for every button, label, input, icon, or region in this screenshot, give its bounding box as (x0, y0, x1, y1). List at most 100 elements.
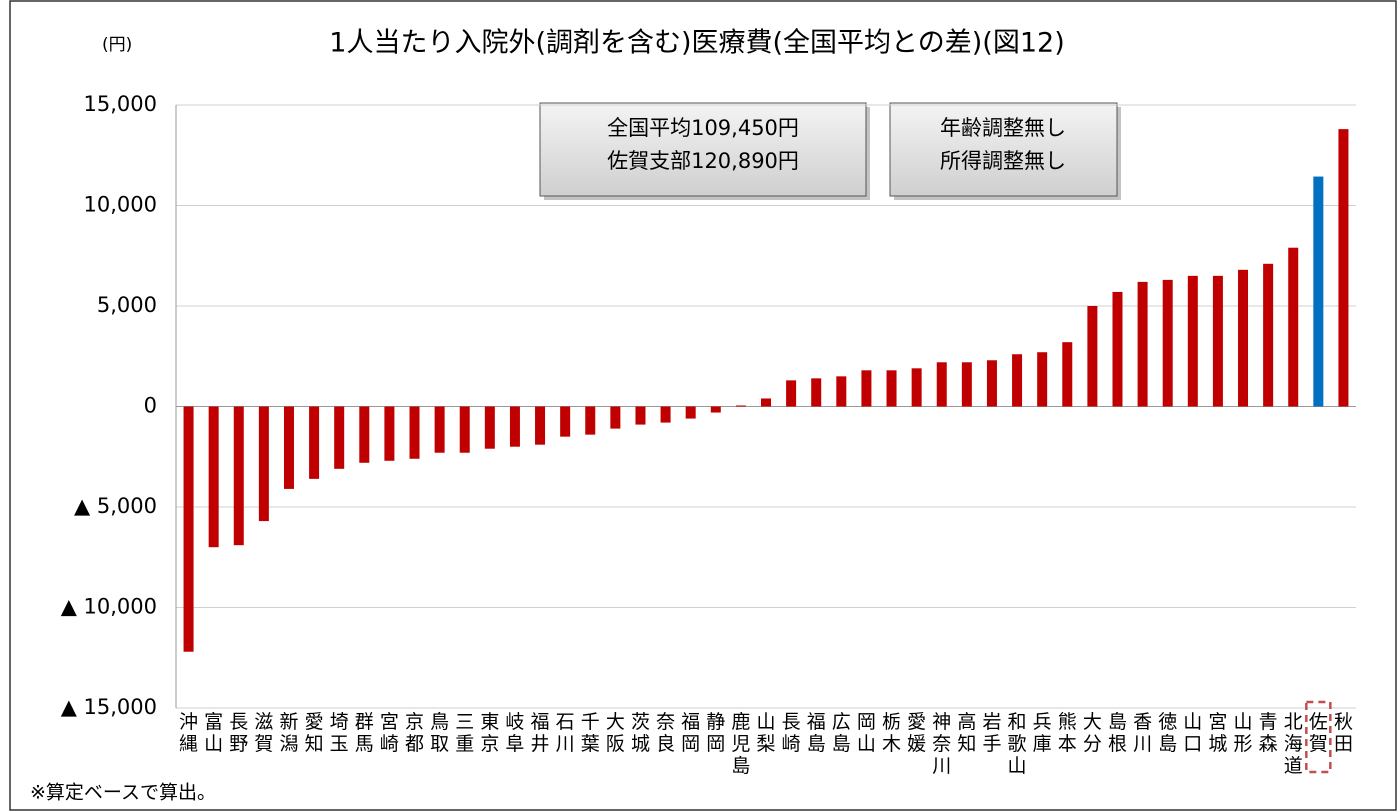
bar (359, 406, 370, 463)
x-tick-label: 岡山 (857, 711, 876, 755)
x-tick-label: 京都 (405, 711, 424, 755)
y-tick-label: ▲ 5,000 (74, 494, 157, 518)
chart-title: 1人当たり入院外(調剤を含む)医療費(全国平均との差)(図12) (329, 28, 1064, 59)
x-tick-label: 山形 (1234, 711, 1253, 755)
bar (936, 362, 947, 407)
x-tick-label: 鳥取 (430, 711, 449, 755)
x-tick-label: 長崎 (782, 711, 801, 755)
y-tick-label: ▲ 10,000 (61, 595, 157, 619)
bar (208, 406, 219, 548)
bar (1288, 247, 1299, 407)
x-tick-label: 埼玉 (330, 711, 349, 755)
bar (660, 406, 671, 423)
x-tick-label: 宮崎 (380, 711, 399, 755)
bar (1263, 263, 1274, 407)
bar (836, 376, 847, 407)
x-tick-label: 大分 (1083, 711, 1102, 755)
x-tick-label: 滋賀 (254, 711, 273, 755)
x-tick-label: 岐阜 (505, 711, 524, 755)
bar (685, 406, 696, 419)
x-tick-label: 千葉 (581, 711, 600, 755)
bar (309, 406, 320, 479)
bar (334, 406, 345, 469)
bar (986, 360, 997, 407)
x-tick-label: 佐賀 (1309, 711, 1328, 755)
note-text: 所得調整無し (940, 149, 1066, 173)
bar (183, 406, 194, 652)
x-tick-label: 三重 (455, 711, 474, 755)
x-tick-label: 栃木 (882, 711, 901, 755)
x-tick-label: 広島 (832, 711, 851, 755)
note-box (539, 102, 867, 197)
bar (283, 406, 294, 489)
bar (509, 406, 520, 447)
bar (786, 380, 797, 407)
bar (1212, 275, 1223, 407)
frame (9, 0, 1397, 811)
x-tick-label: 新潟 (279, 711, 298, 755)
bar (484, 406, 495, 449)
y-tick-label: 0 (144, 394, 157, 418)
x-tick-label: 奈良 (656, 711, 675, 755)
bar (861, 370, 872, 407)
bar (1313, 176, 1324, 407)
bar (585, 406, 596, 435)
bar (1037, 352, 1048, 407)
x-tick-label: 山口 (1183, 711, 1202, 755)
x-tick-label: 愛媛 (907, 711, 926, 755)
bar (384, 406, 395, 461)
x-tick-label: 大阪 (606, 711, 625, 755)
bar (735, 405, 746, 407)
x-tick-label: 山梨 (756, 711, 775, 755)
bar (761, 398, 771, 407)
x-tick-label: 福井 (531, 711, 550, 755)
bar (1238, 269, 1249, 407)
x-tick-label: 鹿児島 (731, 711, 750, 777)
highlight-frame (1305, 700, 1332, 774)
bar (233, 406, 244, 546)
x-tick-label: 群馬 (355, 711, 374, 755)
x-tick-label: 神奈川 (932, 711, 951, 777)
x-tick-label: 宮城 (1208, 711, 1227, 755)
bar (1187, 275, 1198, 407)
x-tick-label: 香川 (1133, 711, 1152, 755)
x-tick-label: 北海道 (1284, 711, 1303, 777)
y-tick-label: ▲ 15,000 (61, 695, 157, 719)
x-tick-label: 福岡 (681, 711, 700, 755)
x-tick-label: 和歌山 (1008, 711, 1027, 777)
x-tick-label: 徳島 (1158, 711, 1177, 755)
x-tick-label: 秋田 (1334, 711, 1353, 755)
bar (409, 406, 420, 459)
x-tick-label: 兵庫 (1033, 711, 1052, 755)
x-tick-label: 茨城 (631, 711, 650, 755)
x-tick-label: 長野 (229, 711, 248, 755)
footnote: ※算定ベースで算出。 (30, 782, 216, 804)
x-tick-label: 愛知 (305, 711, 324, 755)
bar (258, 406, 269, 522)
x-tick-label: 青森 (1259, 711, 1278, 755)
x-tick-label: 静岡 (706, 711, 725, 755)
note-text: 佐賀支部120,890円 (607, 149, 799, 173)
bar (434, 406, 445, 453)
y-tick-label: 5,000 (97, 293, 157, 317)
bar (1112, 291, 1123, 407)
note-box (889, 102, 1118, 197)
x-tick-label: 高知 (957, 711, 976, 755)
bar (911, 368, 922, 407)
bar (1137, 281, 1148, 407)
bar (811, 378, 822, 407)
bar (710, 406, 721, 413)
note-text: 年齢調整無し (940, 116, 1066, 140)
bar (1012, 354, 1023, 407)
y-unit: (円) (102, 35, 132, 55)
bar (560, 406, 571, 437)
x-tick-label: 沖縄 (179, 711, 198, 755)
x-tick-label: 熊本 (1058, 711, 1077, 755)
bar (535, 406, 546, 445)
bar (1162, 279, 1173, 407)
x-tick-label: 富山 (204, 711, 223, 755)
bar (886, 370, 897, 407)
x-tick-label: 福島 (807, 711, 826, 755)
